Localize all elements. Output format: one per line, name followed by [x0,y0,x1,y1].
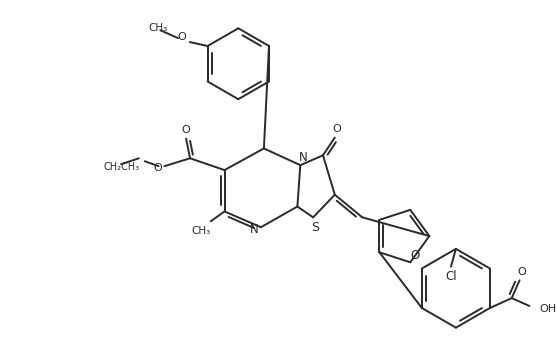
Text: O: O [182,125,190,135]
Text: OH: OH [539,304,556,314]
Text: O: O [178,32,187,42]
Text: CH₃: CH₃ [191,226,211,236]
Text: O: O [411,249,420,262]
Text: CH₂CH₃: CH₂CH₃ [104,162,139,172]
Text: CH₃: CH₃ [149,23,168,33]
Text: S: S [311,221,319,234]
Text: Cl: Cl [445,270,457,283]
Text: O: O [517,268,526,277]
Text: N: N [250,223,258,236]
Text: O: O [153,163,162,173]
Text: N: N [299,151,307,164]
Text: O: O [333,124,341,134]
